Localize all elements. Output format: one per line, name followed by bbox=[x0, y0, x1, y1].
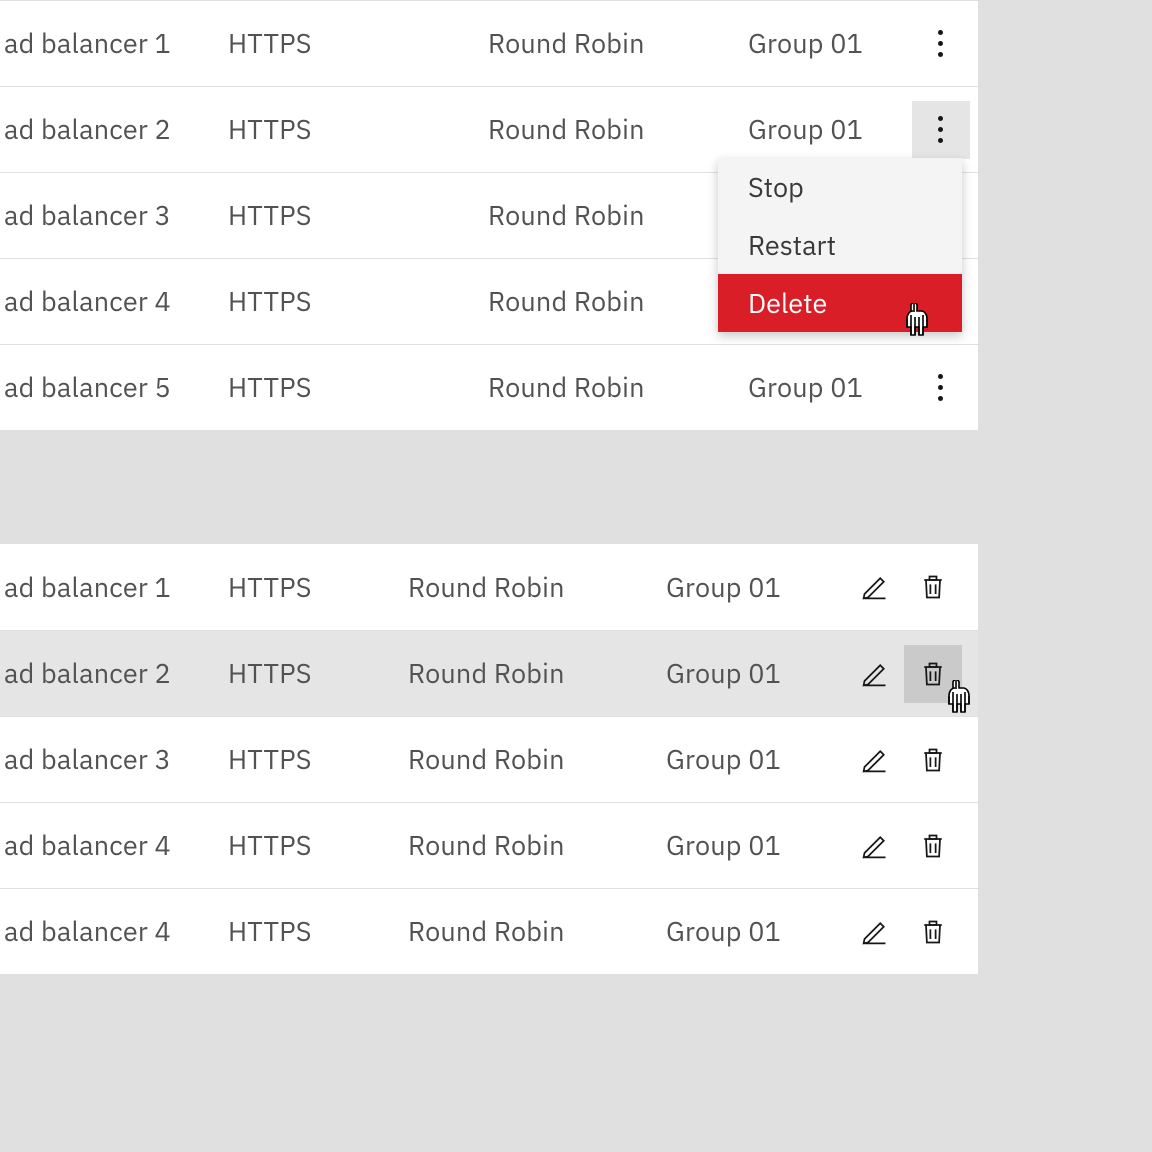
cell-name: ad balancer 1 bbox=[0, 26, 228, 61]
cell-name: ad balancer 4 bbox=[0, 284, 228, 319]
cell-group: Group 01 bbox=[666, 570, 846, 605]
cell-actions bbox=[846, 889, 978, 974]
cell-algorithm: Round Robin bbox=[488, 112, 748, 147]
cell-group: Group 01 bbox=[666, 656, 846, 691]
table-row: ad balancer 1 HTTPS Round Robin Group 01 bbox=[0, 0, 978, 86]
trash-icon bbox=[919, 573, 947, 601]
edit-button[interactable] bbox=[846, 645, 904, 703]
cell-protocol: HTTPS bbox=[228, 914, 408, 949]
cell-algorithm: Round Robin bbox=[408, 656, 666, 691]
edit-button[interactable] bbox=[846, 731, 904, 789]
cell-algorithm: Round Robin bbox=[408, 914, 666, 949]
cell-algorithm: Round Robin bbox=[488, 370, 748, 405]
cell-protocol: HTTPS bbox=[228, 26, 488, 61]
trash-icon bbox=[919, 918, 947, 946]
cell-group: Group 01 bbox=[748, 26, 903, 61]
overflow-menu-button[interactable] bbox=[912, 101, 970, 159]
delete-button[interactable] bbox=[904, 903, 962, 961]
menu-item-delete[interactable]: Delete bbox=[718, 274, 962, 332]
edit-icon bbox=[861, 746, 889, 774]
table-row: ad balancer 1 HTTPS Round Robin Group 01 bbox=[0, 544, 978, 630]
delete-button[interactable] bbox=[904, 645, 962, 703]
table-row: ad balancer 3 HTTPS Round Robin Group 01 bbox=[0, 716, 978, 802]
trash-icon bbox=[919, 660, 947, 688]
edit-icon bbox=[861, 832, 889, 860]
overflow-menu-button[interactable] bbox=[912, 359, 970, 417]
trash-icon bbox=[919, 746, 947, 774]
cell-protocol: HTTPS bbox=[228, 656, 408, 691]
table-inline-actions-variant: ad balancer 1 HTTPS Round Robin Group 01… bbox=[0, 543, 978, 974]
edit-button[interactable] bbox=[846, 558, 904, 616]
cell-protocol: HTTPS bbox=[228, 570, 408, 605]
menu-item-stop[interactable]: Stop bbox=[718, 158, 962, 216]
cell-actions bbox=[846, 717, 978, 802]
cell-group: Group 01 bbox=[748, 112, 903, 147]
table-row: ad balancer 2 HTTPS Round Robin Group 01 bbox=[0, 630, 978, 716]
trash-icon bbox=[919, 832, 947, 860]
edit-icon bbox=[861, 573, 889, 601]
overflow-menu-button[interactable] bbox=[912, 15, 970, 73]
cell-protocol: HTTPS bbox=[228, 370, 488, 405]
cell-name: ad balancer 3 bbox=[0, 198, 228, 233]
cell-algorithm: Round Robin bbox=[408, 828, 666, 863]
cell-protocol: HTTPS bbox=[228, 284, 488, 319]
cell-group: Group 01 bbox=[666, 742, 846, 777]
cell-algorithm: Round Robin bbox=[408, 742, 666, 777]
table-row: ad balancer 5 HTTPS Round Robin Group 01 bbox=[0, 344, 978, 430]
cell-algorithm: Round Robin bbox=[488, 198, 748, 233]
delete-button[interactable] bbox=[904, 558, 962, 616]
edit-button[interactable] bbox=[846, 903, 904, 961]
cell-protocol: HTTPS bbox=[228, 828, 408, 863]
cell-actions bbox=[903, 345, 978, 430]
cell-algorithm: Round Robin bbox=[488, 26, 748, 61]
cell-name: ad balancer 4 bbox=[0, 828, 228, 863]
cell-actions bbox=[846, 631, 978, 716]
cell-algorithm: Round Robin bbox=[488, 284, 748, 319]
edit-button[interactable] bbox=[846, 817, 904, 875]
table-overflow-variant: ad balancer 1 HTTPS Round Robin Group 01… bbox=[0, 0, 978, 430]
cell-group: Group 01 bbox=[666, 914, 846, 949]
edit-icon bbox=[861, 918, 889, 946]
cell-name: ad balancer 2 bbox=[0, 112, 228, 147]
edit-icon bbox=[861, 660, 889, 688]
table-row: ad balancer 4 HTTPS Round Robin Group 01 bbox=[0, 888, 978, 974]
table-row: ad balancer 4 HTTPS Round Robin Group 01 bbox=[0, 802, 978, 888]
cell-name: ad balancer 3 bbox=[0, 742, 228, 777]
cell-protocol: HTTPS bbox=[228, 198, 488, 233]
cell-name: ad balancer 4 bbox=[0, 914, 228, 949]
cell-group: Group 01 bbox=[666, 828, 846, 863]
cell-group: Group 01 bbox=[748, 370, 903, 405]
cell-name: ad balancer 1 bbox=[0, 570, 228, 605]
delete-button[interactable] bbox=[904, 817, 962, 875]
cell-actions bbox=[903, 1, 978, 86]
cell-name: ad balancer 5 bbox=[0, 370, 228, 405]
cell-protocol: HTTPS bbox=[228, 742, 408, 777]
cell-actions bbox=[846, 544, 978, 630]
cell-protocol: HTTPS bbox=[228, 112, 488, 147]
cell-algorithm: Round Robin bbox=[408, 570, 666, 605]
delete-button[interactable] bbox=[904, 731, 962, 789]
cell-actions bbox=[846, 803, 978, 888]
cell-name: ad balancer 2 bbox=[0, 656, 228, 691]
overflow-menu: Stop Restart Delete bbox=[718, 158, 962, 332]
menu-item-restart[interactable]: Restart bbox=[718, 216, 962, 274]
